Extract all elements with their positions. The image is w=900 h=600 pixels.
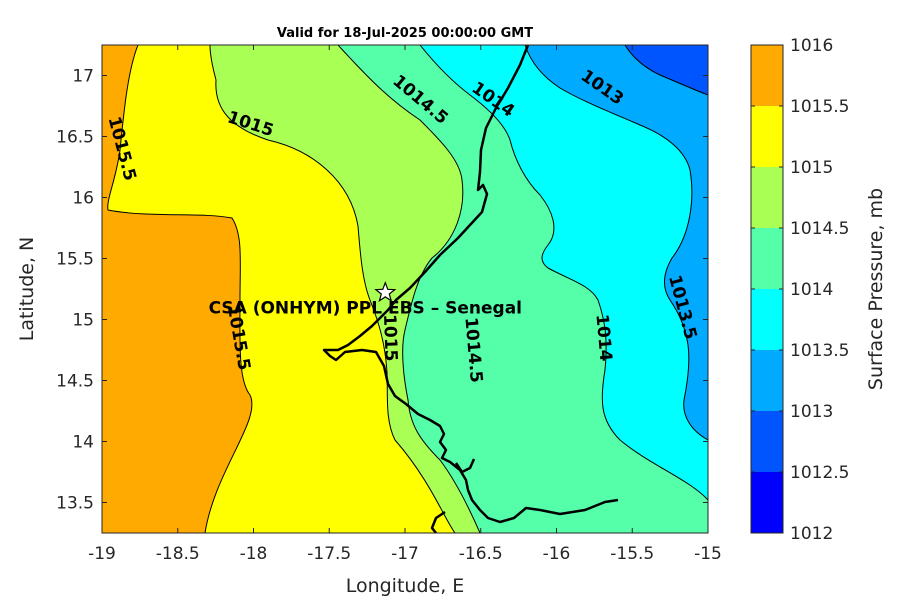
x-tick-label: -18	[240, 544, 268, 564]
coastline	[322, 45, 619, 533]
colorbar-label: Surface Pressure, mb	[865, 188, 887, 390]
colorbar: 1012 1012.5 1013 1013.5 1014 1014.5 1015 1015.5…	[750, 36, 849, 544]
site-layer: CSA (ONHYM) PPL EBS – Senegal	[209, 281, 522, 319]
y-tick-label: 16	[72, 189, 94, 209]
colorbar-tick-label: 1012.5	[790, 463, 849, 483]
y-tick-label: 14.5	[56, 372, 94, 392]
x-tick-label: -16.5	[459, 544, 503, 564]
map-title: Valid for 18-Jul-2025 00:00:00 GMT	[277, 26, 533, 41]
colorbar-tick-label: 1013.5	[790, 341, 849, 361]
x-tick-label: -16	[543, 544, 571, 564]
colorbar-tick-label: 1014	[790, 280, 833, 300]
y-tick-label: 15.5	[56, 250, 94, 270]
y-axis-ticks: 13.5 14 14.5 15 15.5 16 16.5 17	[56, 67, 708, 514]
colorbar-band	[751, 167, 783, 228]
x-tick-label: -18.5	[156, 544, 200, 564]
x-tick-label: -17.5	[307, 544, 351, 564]
x-tick-label: -15	[694, 544, 722, 564]
map-area	[102, 45, 708, 533]
y-tick-label: 16.5	[56, 128, 94, 148]
y-tick-label: 13.5	[56, 494, 94, 514]
colorbar-tick-label: 1016	[790, 36, 833, 56]
colorbar-band	[751, 106, 783, 167]
x-tick-label: -19	[88, 544, 116, 564]
y-axis-label: Latitude, N	[16, 237, 38, 342]
zone-1015-5	[102, 45, 253, 533]
star-icon	[374, 281, 397, 303]
contour-label: 1015	[379, 314, 401, 362]
y-tick-label: 15	[72, 311, 94, 331]
x-tick-label: -17	[391, 544, 419, 564]
zone-1012-5	[624, 45, 708, 96]
y-tick-label: 14	[72, 433, 94, 453]
colorbar-band	[751, 411, 783, 472]
x-axis-ticks: -19 -18.5 -18 -17.5 -17 -16.5 -16 -15.5 -15	[88, 45, 722, 564]
colorbar-band	[751, 472, 783, 533]
colorbar-band	[751, 45, 783, 106]
y-tick-label: 17	[72, 67, 94, 87]
x-axis-label: Longitude, E	[346, 575, 465, 597]
colorbar-band	[751, 289, 783, 350]
x-tick-label: -15.5	[610, 544, 654, 564]
colorbar-tick-label: 1015	[790, 158, 833, 178]
site-label: CSA (ONHYM) PPL EBS – Senegal	[209, 299, 522, 319]
colorbar-tick-label: 1014.5	[790, 219, 849, 239]
contour-label: 1014	[591, 313, 615, 362]
zone-1013-5	[419, 45, 708, 501]
colorbar-tick-label: 1015.5	[790, 97, 849, 117]
colorbar-tick-label: 1013	[790, 402, 833, 422]
colorbar-band	[751, 228, 783, 289]
colorbar-band	[751, 350, 783, 411]
colorbar-tick-label: 1012	[790, 524, 833, 544]
